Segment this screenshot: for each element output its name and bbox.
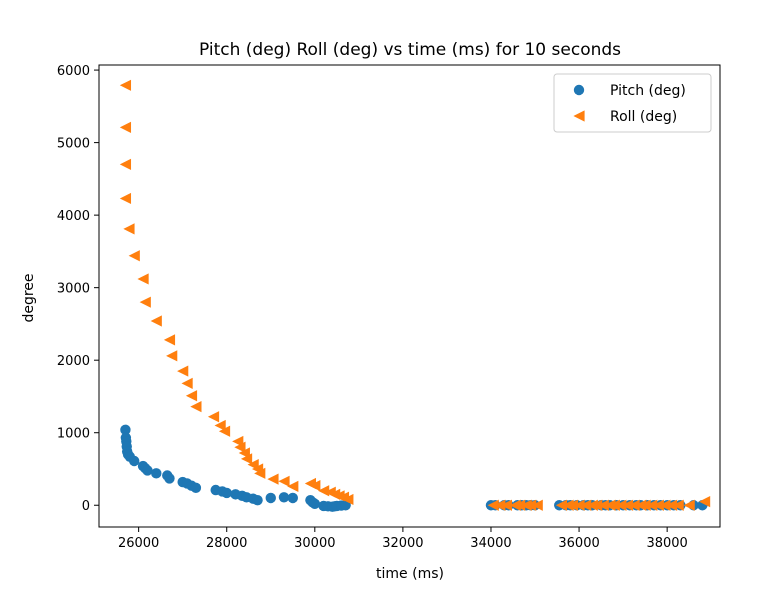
- data-point: [340, 500, 351, 511]
- data-point: [608, 499, 620, 511]
- data-point: [119, 79, 132, 91]
- data-point: [254, 467, 266, 479]
- data-point: [185, 390, 198, 402]
- data-point: [164, 473, 175, 484]
- series-roll: [119, 79, 711, 511]
- data-point: [190, 401, 202, 413]
- x-axis: 26000 28000 30000 32000 34000 36000 38000: [118, 527, 688, 551]
- legend-box: [553, 73, 712, 133]
- data-point: [597, 499, 609, 511]
- legend-marker-pitch: [573, 84, 585, 96]
- data-point: [555, 499, 568, 511]
- data-point: [573, 499, 585, 511]
- data-point: [621, 499, 634, 511]
- y-tick-label: 6000: [57, 64, 90, 79]
- data-point: [500, 499, 512, 511]
- data-point: [163, 334, 176, 346]
- data-point: [234, 441, 246, 453]
- data-point: [566, 499, 579, 511]
- data-point: [278, 475, 290, 487]
- data-point: [615, 499, 627, 511]
- data-point: [166, 350, 178, 362]
- x-axis-title: time (ms): [376, 566, 444, 582]
- legend-marker-pitch-shape: [573, 84, 585, 96]
- data-point: [240, 453, 253, 465]
- data-point: [214, 419, 226, 432]
- data-point: [181, 377, 193, 389]
- data-point: [151, 468, 162, 479]
- y-tick-label: 1000: [57, 427, 90, 442]
- x-tick-label: 38000: [646, 536, 687, 551]
- data-point: [309, 480, 321, 492]
- y-axis-title: degree: [21, 273, 37, 322]
- data-point: [683, 499, 695, 511]
- data-point: [123, 223, 135, 235]
- legend-marker-roll: [573, 110, 585, 122]
- data-point: [525, 499, 537, 511]
- data-point: [218, 425, 231, 437]
- y-tick-label: 5000: [57, 137, 90, 152]
- x-tick-label: 30000: [294, 536, 335, 551]
- data-point: [190, 482, 202, 494]
- data-point: [119, 121, 132, 133]
- data-point: [177, 365, 189, 377]
- x-tick-label: 32000: [382, 536, 423, 551]
- chart-title: Pitch (deg) Roll (deg) vs time (ms) for …: [199, 40, 621, 60]
- legend: Pitch (deg) Roll (deg): [553, 73, 712, 133]
- plot-area: [98, 64, 721, 528]
- y-tick-label: 0: [82, 499, 90, 514]
- data-point: [531, 499, 543, 511]
- data-point: [646, 499, 658, 511]
- x-tick-label: 28000: [206, 536, 247, 551]
- data-point: [287, 492, 298, 504]
- data-point: [342, 493, 354, 506]
- data-point: [278, 492, 290, 503]
- x-tick-label: 26000: [118, 536, 159, 551]
- data-point: [120, 424, 131, 436]
- data-point: [672, 499, 684, 511]
- data-point: [628, 499, 640, 511]
- points-layer: [119, 79, 711, 512]
- plot-background: [99, 65, 720, 527]
- data-point: [267, 473, 279, 485]
- data-point: [287, 480, 299, 492]
- data-point: [652, 499, 664, 511]
- data-point: [591, 499, 603, 511]
- data-point: [698, 496, 711, 508]
- data-point: [252, 494, 263, 506]
- data-point: [514, 499, 526, 511]
- data-point: [142, 465, 153, 476]
- data-point: [309, 498, 321, 509]
- data-point: [318, 485, 330, 497]
- data-point: [128, 250, 140, 262]
- y-tick-label: 3000: [57, 282, 90, 297]
- data-point: [137, 273, 149, 285]
- y-axis: 0 1000 2000 3000 4000 5000 6000: [57, 64, 99, 514]
- data-point: [665, 499, 678, 511]
- data-point: [150, 315, 162, 327]
- data-point: [494, 499, 506, 511]
- data-point: [487, 499, 499, 511]
- data-point: [639, 499, 651, 511]
- x-tick-label: 34000: [470, 536, 511, 551]
- legend-label-pitch: Pitch (deg): [610, 83, 686, 99]
- data-point: [221, 487, 232, 499]
- data-point: [129, 455, 140, 467]
- y-tick-label: 4000: [57, 209, 90, 224]
- data-point: [119, 158, 132, 170]
- data-point: [265, 492, 276, 504]
- data-point: [659, 499, 671, 511]
- data-point: [580, 499, 592, 511]
- legend-marker-roll-shape: [573, 110, 585, 122]
- data-point: [139, 296, 151, 308]
- y-tick-label: 2000: [57, 354, 90, 369]
- data-point: [119, 192, 132, 205]
- data-point: [207, 411, 220, 423]
- legend-label-roll: Roll (deg): [610, 109, 677, 125]
- x-tick-label: 36000: [558, 536, 599, 551]
- plot-frame: [98, 64, 721, 528]
